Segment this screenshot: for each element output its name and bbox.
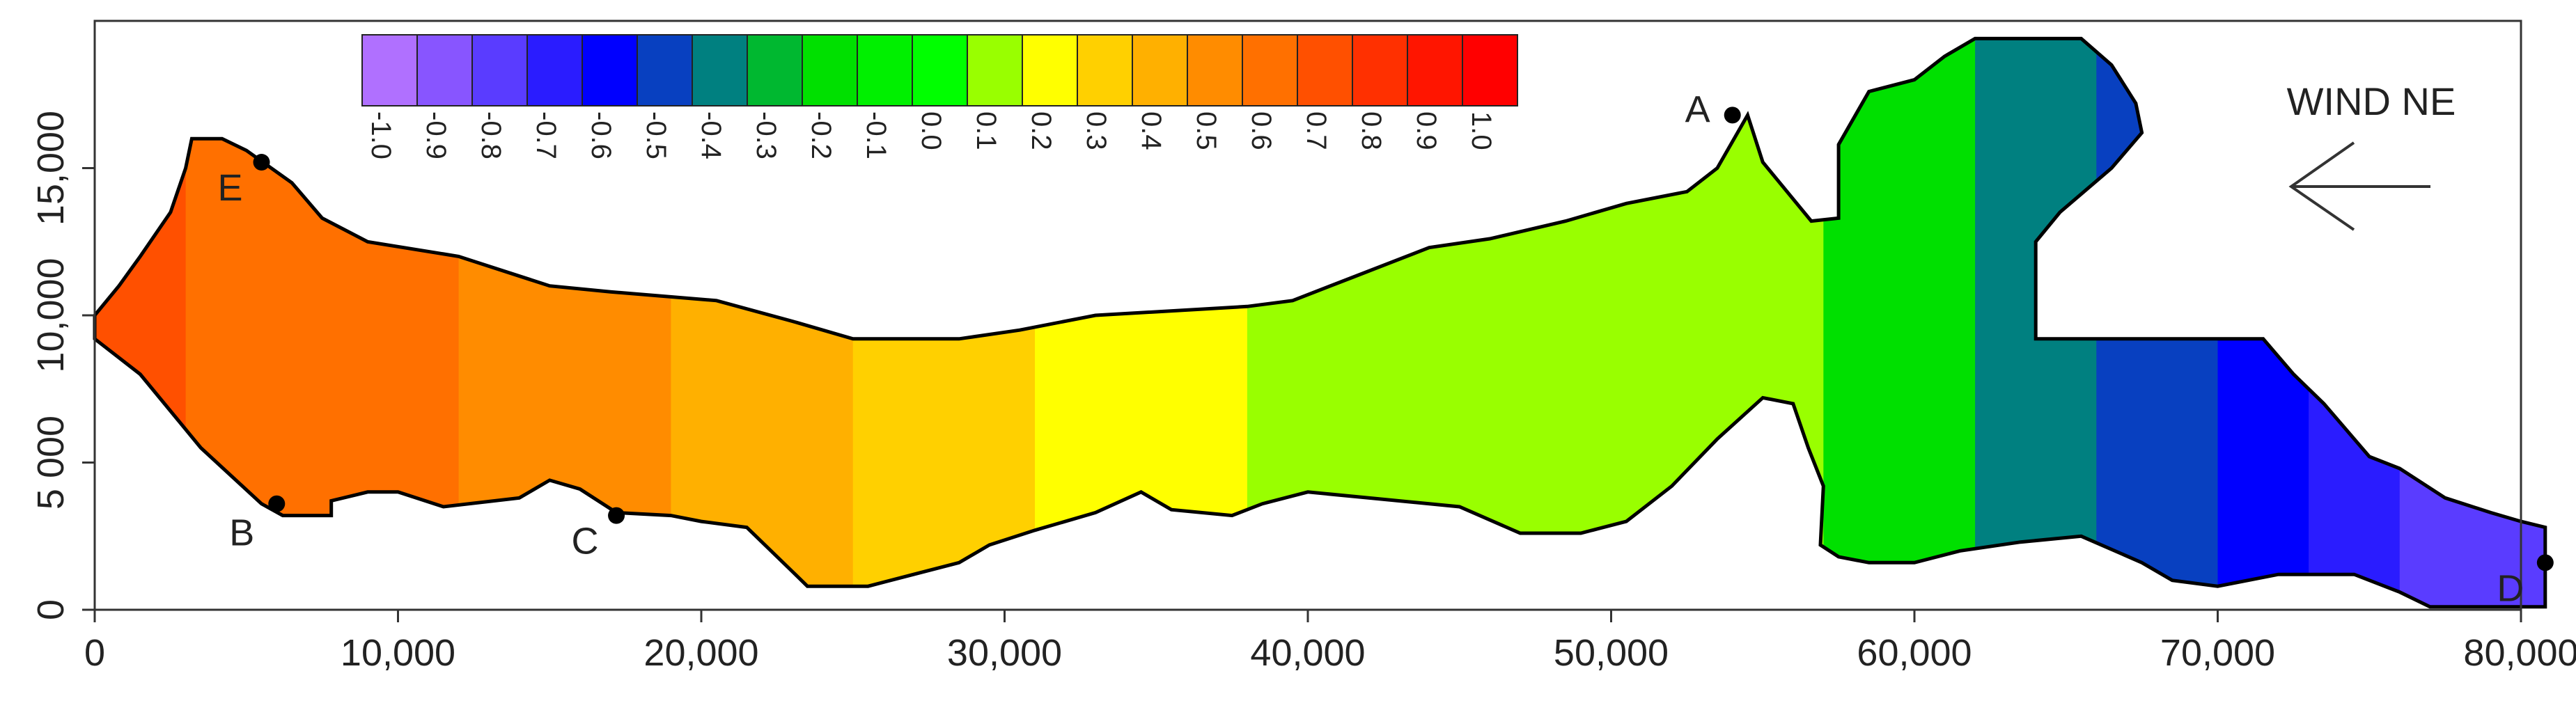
point-marker — [268, 495, 286, 512]
x-tick-label: 80,000 — [2463, 632, 2576, 674]
colorbar-swatch — [1352, 34, 1408, 106]
point-label: A — [1685, 88, 1710, 130]
colorbar-swatch — [361, 34, 418, 106]
colorbar-label: -1.0 — [366, 111, 396, 159]
colorbar-label: -0.6 — [586, 111, 616, 159]
contour-band — [185, 38, 460, 607]
colorbar-label: -0.3 — [751, 111, 781, 159]
colorbar-label: -0.1 — [861, 111, 891, 159]
colorbar-label: 0.5 — [1191, 111, 1221, 150]
colorbar-swatch — [692, 34, 748, 106]
contour-bands — [95, 38, 2545, 607]
contour-band — [2096, 38, 2219, 607]
x-tick-label: 30,000 — [947, 632, 1062, 674]
point-marker — [2536, 554, 2554, 571]
colorbar-label: 0.0 — [916, 111, 946, 150]
colorbar-swatch — [857, 34, 913, 106]
point-marker — [253, 154, 270, 171]
colorbar-swatch — [1187, 34, 1243, 106]
contour-band — [852, 38, 1036, 607]
colorbar-label: -0.7 — [531, 111, 561, 159]
point-marker — [608, 507, 625, 524]
colorbar-swatch — [1407, 34, 1463, 106]
x-tick-label: 50,000 — [1554, 632, 1669, 674]
colorbar-swatch — [526, 34, 583, 106]
colorbar-swatch — [1297, 34, 1353, 106]
colorbar-label: 0.7 — [1301, 111, 1332, 150]
y-tick-label: 15,000 — [30, 111, 72, 226]
colorbar-label: -0.5 — [641, 111, 671, 159]
colorbar-swatch — [912, 34, 968, 106]
contour-band — [1823, 38, 1976, 607]
colorbar: -1.0 -0.9 -0.8 -0.7 -0.6 -0.5 -0.4 -0.3 -0.2 -0.1… — [361, 34, 1518, 159]
x-tick-label: 10,000 — [341, 632, 455, 674]
colorbar-label: -0.4 — [696, 111, 726, 159]
x-tick-label: 60,000 — [1857, 632, 1972, 674]
colorbar-swatch — [1462, 34, 1518, 106]
colorbar-label: 0.3 — [1081, 111, 1111, 150]
y-tick-label: 5 000 — [30, 416, 72, 510]
wind-label: WIND NE — [2287, 79, 2456, 123]
x-tick-label: 70,000 — [2160, 632, 2275, 674]
colorbar-swatch — [1132, 34, 1188, 106]
colorbar-label: -0.2 — [806, 111, 836, 159]
colorbar-label: -0.9 — [421, 111, 451, 159]
point-label: B — [229, 512, 254, 554]
colorbar-swatch — [1022, 34, 1078, 106]
x-tick-label: 40,000 — [1250, 632, 1365, 674]
colorbar-label: 0.4 — [1136, 111, 1166, 150]
colorbar-swatch — [967, 34, 1023, 106]
colorbar-label: 0.6 — [1246, 111, 1277, 150]
colorbar-swatch — [747, 34, 803, 106]
colorbar-label: 0.1 — [971, 111, 1001, 150]
point-label: E — [218, 167, 243, 209]
colorbar-label: 0.8 — [1356, 111, 1387, 150]
colorbar-label: -0.8 — [476, 111, 506, 159]
colorbar-label: 0.9 — [1411, 111, 1442, 150]
colorbar-label: 1.0 — [1466, 111, 1497, 150]
wind-arrow-icon — [2288, 141, 2430, 231]
x-tick-label: 0 — [84, 632, 105, 674]
colorbar-label: 0.2 — [1026, 111, 1056, 150]
axes: 0 10,000 20,000 30,000 40,000 50,000 60,000 70,… — [30, 111, 2576, 674]
colorbar-swatch — [637, 34, 693, 106]
colorbar-swatch — [471, 34, 528, 106]
colorbar-swatch — [581, 34, 638, 106]
reference-points: A B C D E — [218, 88, 2554, 609]
y-tick-label: 0 — [30, 599, 72, 620]
point-label: D — [2497, 567, 2524, 609]
wind-annotation: WIND NE — [2287, 79, 2456, 231]
colorbar-swatch — [1077, 34, 1133, 106]
colorbar-swatch — [802, 34, 858, 106]
x-tick-label: 20,000 — [643, 632, 758, 674]
contour-band — [458, 38, 672, 607]
point-marker — [1724, 106, 1741, 124]
point-label: C — [572, 521, 599, 562]
contour-band — [95, 38, 187, 607]
y-tick-label: 10,000 — [30, 258, 72, 372]
colorbar-swatch — [1242, 34, 1298, 106]
colorbar-swatch — [416, 34, 473, 106]
